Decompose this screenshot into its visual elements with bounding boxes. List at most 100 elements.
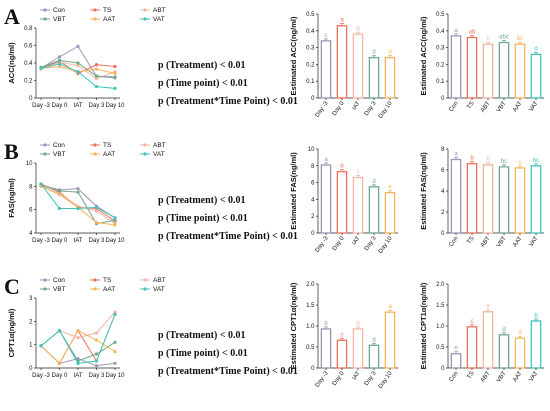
line-chart-C: 0 1 2 3 CPT1α(ng/ml) Day -3 Day 0 IAT Day 3 Day 1… (7, 277, 166, 379)
line-y-tick-label: 0 (29, 96, 33, 102)
time_bar-x-tick-label: Day 0 (332, 235, 346, 252)
data-point-TS (94, 63, 99, 67)
time_bar-y-label: Estimated ACC(ng/ml) (289, 16, 298, 95)
group_bar-x-tick-label: TS (466, 101, 475, 111)
significance-label-TS: c (471, 319, 474, 325)
bar-Day 10 (384, 57, 396, 99)
line-x-tick-label: Day -3 (32, 238, 50, 244)
legend-marker-Con (43, 278, 47, 282)
panel-label-C: C (4, 274, 20, 299)
group_bar-x-tick-label: Con (448, 236, 459, 248)
time_bar-x-tick-label: Day 3 (364, 370, 378, 387)
time_bar-y-tick-label: 6 (311, 181, 315, 187)
bar-VAT (530, 320, 542, 369)
significance-label-Day 3: d (372, 337, 375, 343)
data-point-AAT (113, 71, 117, 76)
line-x-tick-label: Day 10 (105, 103, 125, 109)
significance-label-AAT: c (519, 160, 522, 166)
data-point-VAT (94, 85, 99, 89)
data-point-VAT (94, 205, 99, 209)
time_bar-x-tick-label: Day 0 (332, 370, 346, 387)
bar-Day 3 (368, 344, 380, 369)
time_bar-y-tick-label: 0.4 (306, 29, 315, 35)
time_bar-x-tick-label: Day 3 (364, 100, 378, 117)
legend-marker-Con (43, 143, 47, 147)
group_bar-x-tick-label: ABT (480, 235, 492, 248)
line-y-tick-label: 0.2 (24, 79, 33, 85)
legend-marker-TS (93, 8, 97, 12)
significance-label-IAT: c (357, 170, 360, 176)
time_bar-x-tick-label: Day 10 (378, 235, 394, 255)
data-point-VAT (57, 62, 62, 66)
bar-Day 0 (336, 25, 348, 99)
group_bar-y-tick-label: 0.1 (436, 79, 445, 85)
legend-marker-VAT (143, 287, 147, 291)
legend-marker-VAT (143, 17, 147, 21)
significance-label-ABT: b (486, 157, 490, 163)
bar-IAT (352, 176, 364, 234)
time_bar-y-tick-label: 0 (311, 231, 315, 237)
line-x-tick-label: IAT (74, 103, 83, 109)
group_bar-y-tick-label: 2.0 (436, 282, 445, 288)
group_bar-x-tick-label: AAT (512, 100, 524, 113)
line-x-tick-label: Day -3 (32, 373, 50, 379)
group_bar-x-tick-label: VAT (529, 235, 540, 248)
line-y-tick-label: 4 (29, 231, 33, 237)
group_bar-y-tick-label: 8 (441, 147, 445, 153)
data-point-VBT (76, 190, 80, 194)
line-y-tick-label: 1 (29, 343, 33, 349)
group_bar-y-label: Estimated ACC(ng/ml) (419, 16, 428, 95)
time_bar-y-tick-label: 0.1 (306, 79, 315, 85)
line-x-tick-label: Day 10 (105, 373, 125, 379)
time_bar-x-tick-label: IAT (352, 235, 362, 246)
data-point-VAT (94, 359, 99, 363)
legend-marker-ABT (143, 143, 147, 147)
data-point-VAT (39, 344, 43, 348)
pvalue-block-B: p (Treatment) < 0.01 p (Time point) < 0.0… (158, 195, 298, 242)
data-point-Con (94, 364, 99, 368)
line-y-tick-label: 8 (29, 184, 33, 190)
pvalue-text: p (Treatment) < 0.01 (158, 60, 246, 71)
data-point-ABT (94, 331, 99, 335)
data-point-VAT (76, 70, 80, 74)
legend-label-AAT: AAT (103, 151, 115, 158)
group_bar-y-tick-label: 0.5 (436, 12, 445, 18)
time_bar-y-tick-label: 2 (311, 214, 315, 220)
data-point-VAT (76, 361, 80, 365)
bar-VAT (530, 53, 542, 99)
group_bar-x-tick-label: Con (448, 101, 459, 113)
significance-label-Day 3: d (372, 50, 375, 56)
data-point-Con (76, 187, 80, 191)
group_bar-y-tick-label: 0.4 (436, 29, 445, 35)
legend-label-AAT: AAT (103, 286, 115, 293)
legend-label-VAT: VAT (153, 151, 165, 158)
bar-Day 0 (336, 339, 348, 369)
significance-label-Con: e (454, 346, 458, 352)
line-y-label: FAS(ng/ml) (7, 178, 16, 218)
significance-label-VBT: d (502, 327, 505, 333)
bar-AAT (514, 43, 526, 99)
data-point-VBT (57, 189, 62, 193)
legend-marker-Con (43, 8, 47, 12)
line-x-tick-label: Day 0 (52, 103, 68, 109)
data-point-VBT (113, 76, 117, 80)
group_bar-x-tick-label: VBT (496, 370, 508, 383)
bar-Con (450, 35, 462, 99)
pvalue-text: p (Time point) < 0.01 (158, 78, 248, 89)
group_bar-y-tick-label: 4 (441, 189, 445, 195)
significance-label-Day -3: b (324, 321, 328, 327)
legend-label-ABT: ABT (153, 7, 166, 14)
time_bar-y-tick-label: 8 (311, 164, 315, 170)
legend-label-VAT: VAT (153, 16, 165, 23)
time_bar-y-tick-label: 0.3 (306, 46, 315, 52)
group_bar-y-tick-label: 0 (441, 366, 445, 372)
line-y-tick-label: 10 (26, 161, 33, 167)
time_bar-y-label: Estimated FAS(ng/ml) (289, 152, 298, 230)
group_bar-y-tick-label: 0.5 (436, 345, 445, 351)
time_bar-x-tick-label: Day 3 (364, 235, 378, 252)
legend-label-VBT: VBT (53, 151, 66, 158)
significance-label-IAT: b (356, 321, 360, 327)
significance-label-TS: ab (469, 30, 476, 36)
time_bar-chart-A: 0 0.1 0.2 0.3 0.4 0.5 Estimated ACC(ng/ml) c Day… (289, 12, 398, 120)
line-x-tick-label: Day 10 (105, 238, 125, 244)
